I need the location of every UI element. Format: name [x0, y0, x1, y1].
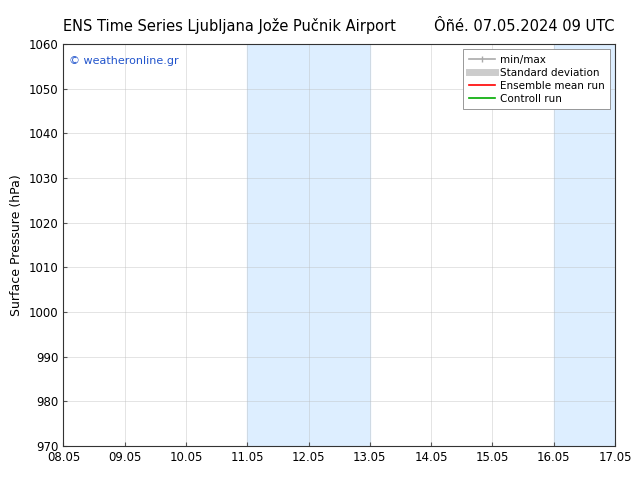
Text: Ôñé. 07.05.2024 09 UTC: Ôñé. 07.05.2024 09 UTC [434, 19, 615, 34]
Text: ENS Time Series Ljubljana Jože Pučnik Airport: ENS Time Series Ljubljana Jože Pučnik Ai… [63, 18, 396, 34]
Bar [247, 44, 370, 446]
Y-axis label: Surface Pressure (hPa): Surface Pressure (hPa) [10, 174, 23, 316]
Bar [553, 44, 615, 446]
Text: © weatheronline.gr: © weatheronline.gr [69, 56, 179, 66]
Legend: min/max, Standard deviation, Ensemble mean run, Controll run: min/max, Standard deviation, Ensemble me… [463, 49, 610, 109]
